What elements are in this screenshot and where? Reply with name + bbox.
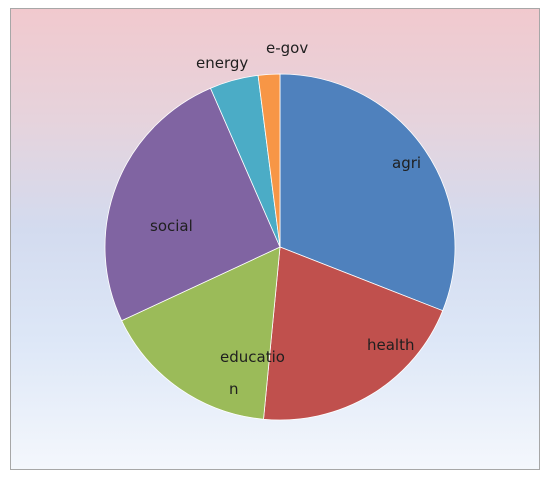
pie-slice-education <box>121 246 281 420</box>
pie-label-health: health <box>367 336 414 354</box>
pie-label-e-gov: e-gov <box>266 39 308 57</box>
pie-label-energy: energy <box>196 54 248 72</box>
pie-slice-e-gov <box>257 73 281 248</box>
pie-slice-agri <box>279 73 456 312</box>
pie-slice-health <box>263 246 444 421</box>
pie-label-education-part2: n <box>229 380 239 398</box>
pie-labels: agri health educatio n social energy e-gov <box>150 39 421 398</box>
pie-label-education-part1: educatio <box>220 348 285 366</box>
pie-slice-social <box>104 87 281 322</box>
pie-label-agri: agri <box>392 154 421 172</box>
pie-slices <box>104 73 456 421</box>
pie-label-social: social <box>150 217 193 235</box>
